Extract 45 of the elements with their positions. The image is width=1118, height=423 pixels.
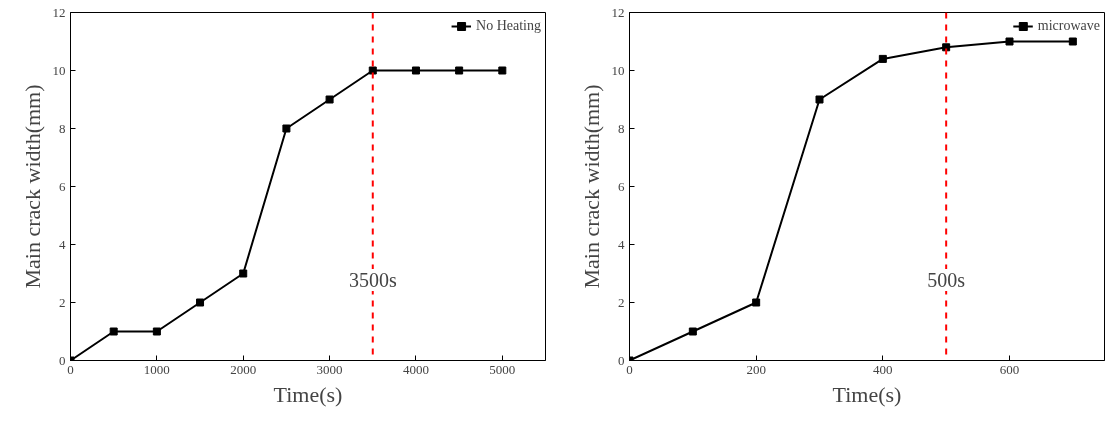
point: [455, 66, 464, 75]
y-tick-label: 8: [618, 120, 625, 136]
x-tick-label: 600: [999, 361, 1020, 377]
x-tick-label: 5000: [489, 361, 516, 377]
point: [196, 298, 205, 307]
y-axis-title: Main crack width(mm): [578, 84, 604, 289]
y-tick-label: 10: [52, 62, 66, 78]
point: [282, 124, 291, 133]
point: [498, 66, 507, 75]
y-tick-label: 8: [59, 120, 66, 136]
point: [325, 95, 334, 104]
y-axis-title: Main crack width(mm): [19, 84, 45, 289]
y-tick-label: 2: [59, 294, 66, 310]
point: [878, 54, 887, 63]
y-tick-label: 2: [618, 294, 625, 310]
point: [1005, 37, 1014, 46]
x-tick-label: 200: [746, 361, 766, 377]
y-tick-label: 6: [618, 178, 625, 194]
x-tick-label: 1000: [143, 361, 170, 377]
y-tick-label: 6: [59, 178, 66, 194]
point: [411, 66, 420, 75]
point: [815, 95, 824, 104]
y-tick-label: 12: [611, 4, 625, 20]
point: [152, 327, 161, 336]
x-axis-title: Time(s): [832, 381, 902, 407]
y-tick-label: 12: [52, 4, 66, 20]
legend-label: No Heating: [476, 18, 541, 34]
x-axis-title: Time(s): [273, 381, 343, 407]
ref-line-label: 500s: [927, 268, 966, 291]
y-tick-label: 10: [611, 62, 625, 78]
ref-line-label: 3500s: [348, 268, 397, 291]
y-tick-label: 4: [59, 236, 66, 252]
point: [239, 269, 248, 278]
legend-label: microwave: [1037, 18, 1100, 34]
point: [368, 66, 377, 75]
x-tick-label: 3000: [316, 361, 343, 377]
point: [109, 327, 118, 336]
point: [1068, 37, 1077, 46]
x-tick-label: 400: [873, 361, 893, 377]
point: [688, 327, 697, 336]
x-tick-label: 4000: [402, 361, 429, 377]
point: [942, 43, 951, 52]
y-tick-label: 4: [618, 236, 625, 252]
point: [752, 298, 761, 307]
x-tick-label: 2000: [230, 361, 257, 377]
